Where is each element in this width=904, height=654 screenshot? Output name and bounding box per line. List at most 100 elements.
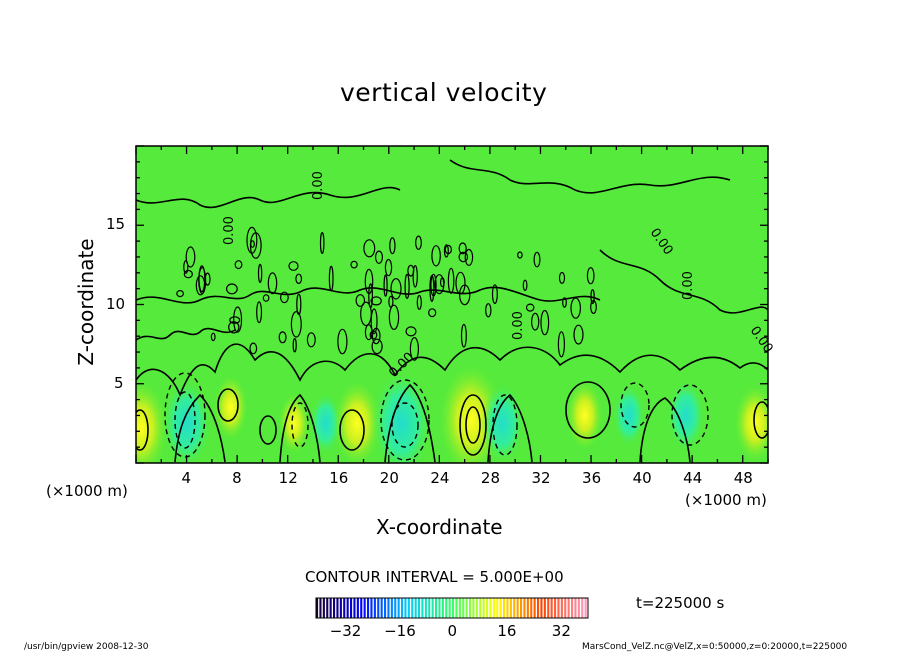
x-units-right: (×1000 m) xyxy=(685,491,767,509)
chart-title: vertical velocity xyxy=(340,78,548,107)
colorbar-swatch xyxy=(492,598,495,618)
contour-line-small xyxy=(522,279,528,291)
contour-line-negative xyxy=(671,384,709,446)
contour-line-small xyxy=(416,294,422,310)
colorbar-swatch xyxy=(506,598,509,618)
colorbar-swatch xyxy=(513,598,516,618)
colorbar-swatch xyxy=(438,598,441,618)
x-tick-label: 8 xyxy=(232,469,242,487)
colorbar-swatch xyxy=(377,598,380,618)
contour-line-small xyxy=(360,301,372,327)
colorbar-swatch xyxy=(363,598,366,618)
colorbar-swatch xyxy=(356,598,359,618)
contour-line xyxy=(339,409,365,451)
contour-line-small xyxy=(440,277,445,288)
downdraft-region xyxy=(371,370,432,463)
colorbar-swatch xyxy=(448,598,451,618)
x-tick-label: 24 xyxy=(430,469,450,487)
colorbar-swatch xyxy=(560,598,563,618)
contour-line xyxy=(753,401,768,439)
colorbar-swatch xyxy=(384,598,387,618)
y-tick-label: 5 xyxy=(114,373,124,392)
contour-line-small xyxy=(355,294,366,307)
colorbar-swatch xyxy=(370,598,373,618)
downdraft-region xyxy=(481,383,524,463)
x-tick-label: 28 xyxy=(480,469,500,487)
contour-label: 0.00 xyxy=(511,311,526,340)
contour-line-small xyxy=(491,284,498,305)
colorbar-swatch xyxy=(431,598,434,618)
contour-line-small xyxy=(363,239,376,258)
contour-line-small xyxy=(278,331,287,344)
colorbar-swatch xyxy=(465,598,468,618)
colorbar-swatch xyxy=(472,598,475,618)
contour-line-small xyxy=(183,269,193,279)
contour-line-small xyxy=(460,323,467,348)
colorbar-swatch xyxy=(543,598,546,618)
contour-line-small xyxy=(370,308,378,335)
colorbar-swatch xyxy=(520,598,523,618)
colorbar-swatch xyxy=(550,598,553,618)
updraft-region xyxy=(734,383,768,463)
contour-line-small xyxy=(464,248,474,266)
contour-line-small xyxy=(389,237,396,255)
contour-line-small xyxy=(558,271,566,284)
contour-line-small xyxy=(443,244,449,258)
colorbar-swatch xyxy=(547,598,550,618)
x-tick-label: 44 xyxy=(683,469,703,487)
colorbar-swatch xyxy=(424,598,427,618)
contour-line-small xyxy=(369,330,378,340)
colorbar-swatch xyxy=(333,598,336,618)
y-axis-title: Z-coordinate xyxy=(74,238,98,366)
contour-line-small xyxy=(586,267,595,285)
downdraft-region xyxy=(667,380,705,451)
colorbar-tick-label: 0 xyxy=(447,622,458,640)
colorbar-swatch xyxy=(479,598,482,618)
contour-line-small xyxy=(531,312,540,331)
contour-line-small xyxy=(573,324,584,345)
time-label: t=225000 s xyxy=(636,594,725,612)
colorbar-swatch xyxy=(336,598,339,618)
downdraft-region xyxy=(162,379,211,463)
colorbar-swatch xyxy=(339,598,342,618)
colorbar-swatch xyxy=(499,598,502,618)
colorbar-swatch xyxy=(418,598,421,618)
colorbar-swatch xyxy=(475,598,478,618)
contour-line-negative xyxy=(492,394,518,456)
y-tick-label: 15 xyxy=(106,215,126,234)
contour-line-small xyxy=(447,267,455,294)
contour-line-small xyxy=(210,332,216,342)
colorbar-swatch xyxy=(554,598,557,618)
x-tick-label: 40 xyxy=(632,469,652,487)
contour-line-small xyxy=(455,271,466,295)
updraft-region xyxy=(333,379,382,463)
contour-line-small xyxy=(384,258,393,277)
colorbar-swatch xyxy=(458,598,461,618)
contour-line-small xyxy=(390,277,402,300)
colorbar-tick-label: −16 xyxy=(384,622,416,640)
colorbar-tick-label: 32 xyxy=(551,622,571,640)
contour-line-small xyxy=(409,337,419,361)
contour-line-small xyxy=(590,300,597,315)
colorbar-swatch xyxy=(567,598,570,618)
contour-line-small xyxy=(517,251,523,259)
colorbar-swatch xyxy=(516,598,519,618)
x-tick-label: 32 xyxy=(531,469,551,487)
contour-line-small xyxy=(429,275,435,303)
contour-line-small xyxy=(405,326,417,337)
contour-line-small xyxy=(570,297,581,319)
contour-line xyxy=(449,159,731,194)
contour-line-small xyxy=(267,272,278,295)
colorbar-swatch xyxy=(469,598,472,618)
contour-line-small xyxy=(257,263,263,283)
colorbar-swatch xyxy=(346,598,349,618)
contour-line-small xyxy=(328,265,334,292)
contour-line-small xyxy=(370,296,382,306)
footer-right: MarsCond_VelZ.nc@VelZ,x=0:50000,z=0:2000… xyxy=(582,642,848,652)
colorbar-swatch xyxy=(326,598,329,618)
contour-label: 0.00 xyxy=(681,271,696,300)
colorbar-swatch xyxy=(390,598,393,618)
contour-line-small xyxy=(388,304,400,330)
contour-line-small xyxy=(262,294,270,302)
